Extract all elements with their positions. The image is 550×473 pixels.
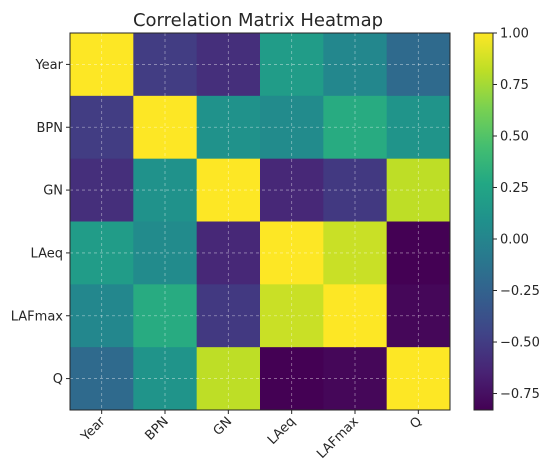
chart-title: Correlation Matrix Heatmap: [133, 10, 383, 31]
heatmap-cell: [260, 158, 324, 222]
colorbar-tick-label: 0.25: [500, 181, 529, 196]
y-tick-label: BPN: [37, 121, 63, 136]
heatmap-cell: [70, 158, 134, 222]
heatmap-cell: [196, 95, 261, 160]
x-tick-label: BPN: [142, 414, 171, 443]
heatmap-cell: [323, 284, 388, 348]
heatmap-grid: [70, 33, 450, 410]
y-tick-label: Year: [34, 58, 63, 73]
x-tick-label: Year: [78, 414, 109, 445]
heatmap-cell: [386, 221, 451, 285]
heatmap-cell: [70, 33, 134, 97]
x-tick-label: Q: [407, 414, 425, 432]
heatmap-cell: [260, 95, 324, 160]
y-tick-label: GN: [43, 184, 63, 199]
colorbar: 1.00 0.75 0.50 0.25 0.00 −0.25 −0.50 −0.75: [473, 27, 540, 411]
x-tick-label: LAeq: [265, 414, 299, 448]
y-tick-label: LAeq: [31, 246, 63, 261]
heatmap-cell: [386, 284, 451, 348]
heatmap-cell: [133, 221, 198, 285]
colorbar-tick-label: 0.75: [500, 78, 529, 93]
heatmap-cell: [386, 95, 451, 160]
heatmap-cell: [196, 33, 261, 97]
x-axis: Year BPN GN LAeq LAFmax Q: [78, 410, 425, 462]
heatmap-cell: [196, 158, 261, 222]
heatmap-cell: [70, 284, 134, 348]
heatmap-cell: [323, 158, 388, 222]
heatmap-cell: [386, 158, 451, 222]
heatmap-cell: [70, 95, 134, 160]
colorbar-gradient: [473, 32, 494, 411]
heatmap-cell: [70, 347, 134, 411]
colorbar-tick-label: 0.50: [500, 130, 529, 145]
heatmap-cell: [323, 221, 388, 285]
heatmap-cells: [70, 33, 451, 411]
heatmap-cell: [196, 347, 261, 411]
heatmap-cell: [386, 33, 451, 97]
heatmap-cell: [133, 95, 198, 160]
x-tick-label: LAFmax: [314, 414, 362, 462]
heatmap-cell: [133, 347, 198, 411]
x-tick-label: GN: [211, 414, 236, 439]
heatmap-cell: [133, 33, 198, 97]
colorbar-tick-label: −0.50: [500, 336, 540, 351]
heatmap-cell: [386, 347, 451, 411]
y-tick-label: LAFmax: [11, 309, 64, 324]
heatmap-cell: [196, 221, 261, 285]
colorbar-tick-label: 0.00: [500, 233, 529, 248]
heatmap-cell: [323, 33, 388, 97]
heatmap-cell: [133, 158, 198, 222]
colorbar-tick-label: −0.25: [500, 284, 540, 299]
heatmap-cell: [260, 221, 324, 285]
plot-frame: [69, 32, 451, 411]
heatmap-cell: [260, 33, 324, 97]
colorbar-tick-label: 1.00: [500, 27, 529, 42]
heatmap-cell: [196, 284, 261, 348]
heatmap-cell: [323, 95, 388, 160]
colorbar-tick-label: −0.75: [500, 387, 540, 402]
heatmap-cell: [323, 347, 388, 411]
heatmap-cell: [260, 347, 324, 411]
heatmap-cell: [70, 221, 134, 285]
heatmap-cell: [133, 284, 198, 348]
heatmap-cell: [260, 284, 324, 348]
y-axis: Year BPN GN LAeq LAFmax Q: [11, 58, 70, 387]
y-tick-label: Q: [53, 372, 63, 387]
